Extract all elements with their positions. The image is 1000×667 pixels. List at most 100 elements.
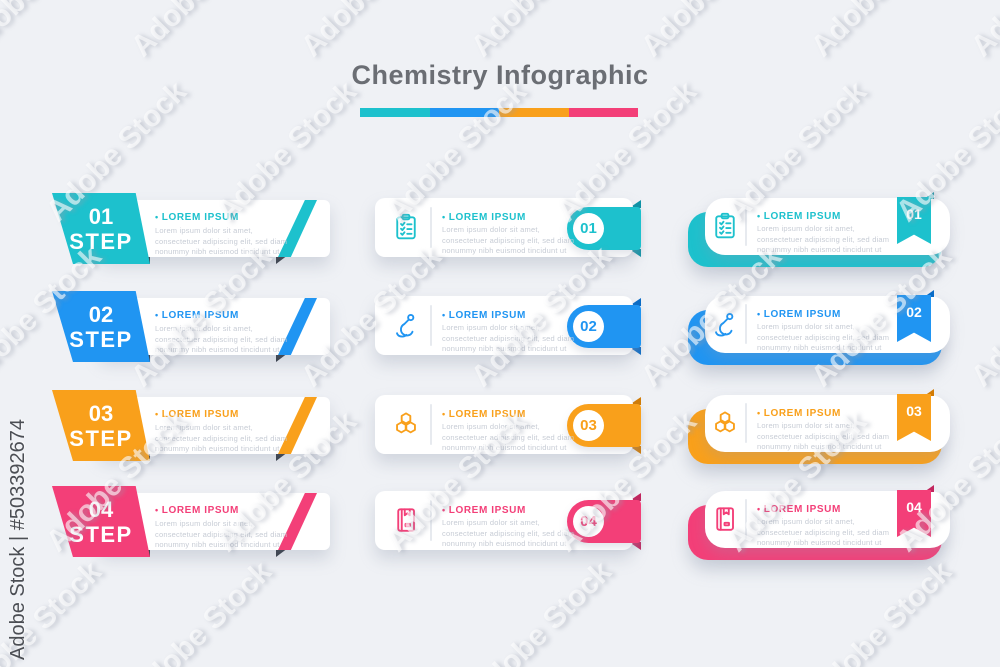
divider (745, 304, 747, 344)
watermark-text: Adobe Stock (125, 0, 279, 64)
heading-text: LOREM IPSUM (161, 310, 239, 321)
step-word: STEP (69, 521, 133, 547)
item-heading: • LOREM IPSUM (155, 505, 239, 516)
divider (430, 404, 432, 445)
heading-text: LOREM IPSUM (448, 212, 526, 223)
step-number-circle: 03 (573, 410, 604, 441)
bullet: • (155, 505, 159, 515)
fold (924, 290, 934, 297)
fold (629, 397, 641, 405)
item-heading: • LOREM IPSUM (442, 409, 526, 420)
step-word: STEP (69, 326, 133, 352)
item-body: Lorem ipsum dolor sit amet, consectetuer … (155, 226, 288, 257)
fold (924, 192, 934, 199)
clipboard-icon (391, 212, 421, 242)
fold-shadow (276, 548, 288, 557)
heading-text: LOREM IPSUM (161, 409, 239, 420)
item-body: Lorem ipsum dolor sit amet, consectetuer … (155, 423, 288, 454)
bullet: • (155, 310, 159, 320)
heading-text: LOREM IPSUM (763, 309, 841, 320)
page-title: Chemistry Infographic (351, 60, 649, 90)
heading-text: LOREM IPSUM (763, 211, 841, 222)
stock-credit-text: Adobe Stock | #503392674 (7, 419, 29, 660)
step-number-block: 02 STEP (52, 291, 150, 362)
watermark-text: Adobe Stock (295, 0, 449, 64)
step-number: 03 (88, 400, 114, 426)
bullet: • (442, 505, 446, 515)
fold (629, 446, 641, 454)
watermark-text: Adobe Stock (635, 0, 789, 64)
clipboard-icon (710, 211, 740, 241)
fold (924, 485, 934, 492)
title-underline (360, 108, 638, 117)
bullet: • (442, 212, 446, 222)
step-number-circle: 02 (573, 311, 604, 342)
item-heading: • LOREM IPSUM (155, 212, 239, 223)
divider (430, 207, 432, 248)
heading-text: LOREM IPSUM (763, 408, 841, 419)
item-body: Lorem ipsum dolor sit amet, consectetuer … (442, 422, 575, 453)
molecule-icon (710, 408, 740, 438)
step-word: STEP (69, 425, 133, 451)
underline-segment-teal (360, 108, 430, 117)
item-heading: • LOREM IPSUM (757, 408, 841, 419)
underline-segment-orange (499, 108, 569, 117)
heading-text: LOREM IPSUM (448, 310, 526, 321)
step-number-circle: 04 (573, 506, 604, 537)
book-icon (391, 505, 421, 535)
item-body: Lorem ipsum dolor sit amet, consectetuer … (757, 421, 890, 452)
fold-shadow (276, 353, 288, 362)
step-number-block: 04 STEP (52, 486, 150, 557)
heading-text: LOREM IPSUM (161, 505, 239, 516)
watermark-text: Adobe Stock (965, 0, 1000, 64)
divider (745, 206, 747, 246)
fold (629, 347, 641, 355)
bullet: • (442, 310, 446, 320)
underline-segment-pink (568, 108, 638, 117)
bullet: • (442, 409, 446, 419)
fold (629, 200, 641, 208)
watermark-text: Adobe Stock (124, 555, 278, 667)
item-body: Lorem ipsum dolor sit amet, consectetuer … (155, 519, 288, 550)
heading-text: LOREM IPSUM (763, 504, 841, 515)
watermark-text: Adobe Stock (805, 0, 959, 64)
divider (430, 500, 432, 541)
fold (629, 493, 641, 501)
item-heading: • LOREM IPSUM (155, 310, 239, 321)
microscope-icon (391, 310, 421, 340)
fold-shadow (276, 452, 288, 461)
underline-segment-blue (429, 108, 499, 117)
fold (629, 249, 641, 257)
item-body: Lorem ipsum dolor sit amet, consectetuer … (442, 518, 575, 549)
heading-text: LOREM IPSUM (448, 505, 526, 516)
fold (924, 389, 934, 396)
step-number: 02 (88, 301, 114, 327)
watermark-text: Adobe Stock (0, 0, 109, 64)
item-heading: • LOREM IPSUM (442, 212, 526, 223)
item-heading: • LOREM IPSUM (757, 309, 841, 320)
bullet: • (757, 504, 761, 514)
item-body: Lorem ipsum dolor sit amet, consectetuer … (442, 323, 575, 354)
bullet: • (155, 409, 159, 419)
heading-text: LOREM IPSUM (161, 212, 239, 223)
step-number-block: 01 STEP (52, 193, 150, 264)
watermark-text: Adobe Stock (964, 240, 1000, 394)
fold (629, 298, 641, 306)
step-number-block: 03 STEP (52, 390, 150, 461)
watermark-text: Adobe Stock (804, 555, 958, 667)
item-heading: • LOREM IPSUM (757, 504, 841, 515)
bullet: • (757, 309, 761, 319)
book-icon (710, 504, 740, 534)
item-heading: • LOREM IPSUM (155, 409, 239, 420)
microscope-icon (710, 309, 740, 339)
step-word: STEP (69, 228, 133, 254)
divider (745, 403, 747, 443)
item-body: Lorem ipsum dolor sit amet, consectetuer … (757, 517, 890, 548)
step-number-circle: 01 (573, 213, 604, 244)
step-number: 04 (88, 496, 114, 522)
item-heading: • LOREM IPSUM (442, 505, 526, 516)
step-number: 01 (88, 203, 114, 229)
item-heading: • LOREM IPSUM (757, 211, 841, 222)
divider (745, 499, 747, 539)
